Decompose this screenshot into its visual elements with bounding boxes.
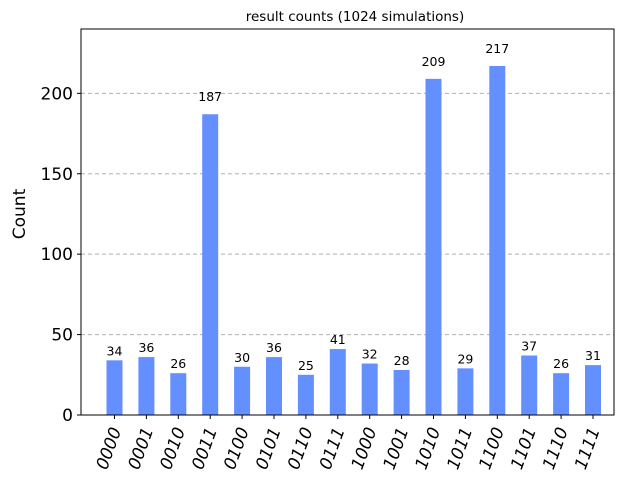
x-tick-label: 0100 [220,425,254,472]
x-tick-label: 0010 [156,425,190,472]
x-tick-label: 1100 [475,425,509,472]
bar-value-label: 37 [521,338,537,353]
bar [297,374,314,415]
x-tick-label: 0110 [284,425,318,472]
bar [138,357,155,415]
bar-value-label: 31 [585,348,601,363]
bar [585,365,601,415]
bar-value-label: 32 [362,347,378,362]
bar [361,363,378,415]
bar [489,65,506,415]
x-tick-label: 0111 [316,425,350,472]
bar-value-label: 187 [198,89,222,104]
x-tick-label: 1010 [412,425,446,472]
y-tick-label: 0 [62,406,73,426]
x-axis-ticks: 0000000100100011010001010110011110001001… [93,415,605,472]
y-tick-label: 50 [51,326,73,346]
bar-value-label: 36 [138,340,154,355]
bar [521,355,538,415]
bar [234,366,251,415]
bar-value-label: 209 [422,54,446,69]
bar [202,114,219,415]
bar-value-label: 25 [298,358,314,373]
bar-value-label: 217 [485,41,509,56]
bar [329,349,346,415]
bar [425,78,442,415]
bar [266,357,282,415]
x-tick-label: 1101 [507,425,541,472]
bar-value-label: 26 [553,356,569,371]
y-tick-label: 200 [41,84,73,104]
bar-value-label: 41 [330,332,346,347]
x-tick-label: 0011 [188,425,222,472]
bar-value-label: 26 [170,356,186,371]
grid-lines [81,92,614,336]
x-tick-label: 1011 [444,425,478,472]
bar-value-label: 29 [457,351,473,366]
bar [393,369,410,415]
plot-frame [80,28,615,416]
bar [457,368,474,415]
y-tick-label: 150 [41,165,73,185]
bars [106,65,601,415]
bar-value-labels: 34 36 26 187 30 36 25 41 32 28 209 29 217 37 26 31 [107,41,601,373]
x-tick-label: 0000 [93,425,127,472]
bar [170,373,187,415]
y-axis-ticks: 0 50 100 150 200 [41,84,81,426]
bar-value-label: 36 [266,340,282,355]
x-tick-label: 1111 [571,425,605,472]
chart-title: result counts (1024 simulations) [246,9,465,25]
bar-value-label: 28 [394,353,410,368]
bar [106,360,123,415]
x-tick-label: 1001 [380,425,414,472]
x-tick-label: 0101 [252,425,286,472]
y-tick-label: 100 [41,245,73,265]
x-tick-label: 1000 [348,425,382,472]
x-tick-label: 1110 [539,425,573,472]
bar-value-label: 34 [107,343,123,358]
x-tick-label: 0001 [125,425,159,472]
bar-value-label: 30 [234,350,250,365]
bar [553,373,570,415]
y-axis-label: Count [10,188,30,239]
